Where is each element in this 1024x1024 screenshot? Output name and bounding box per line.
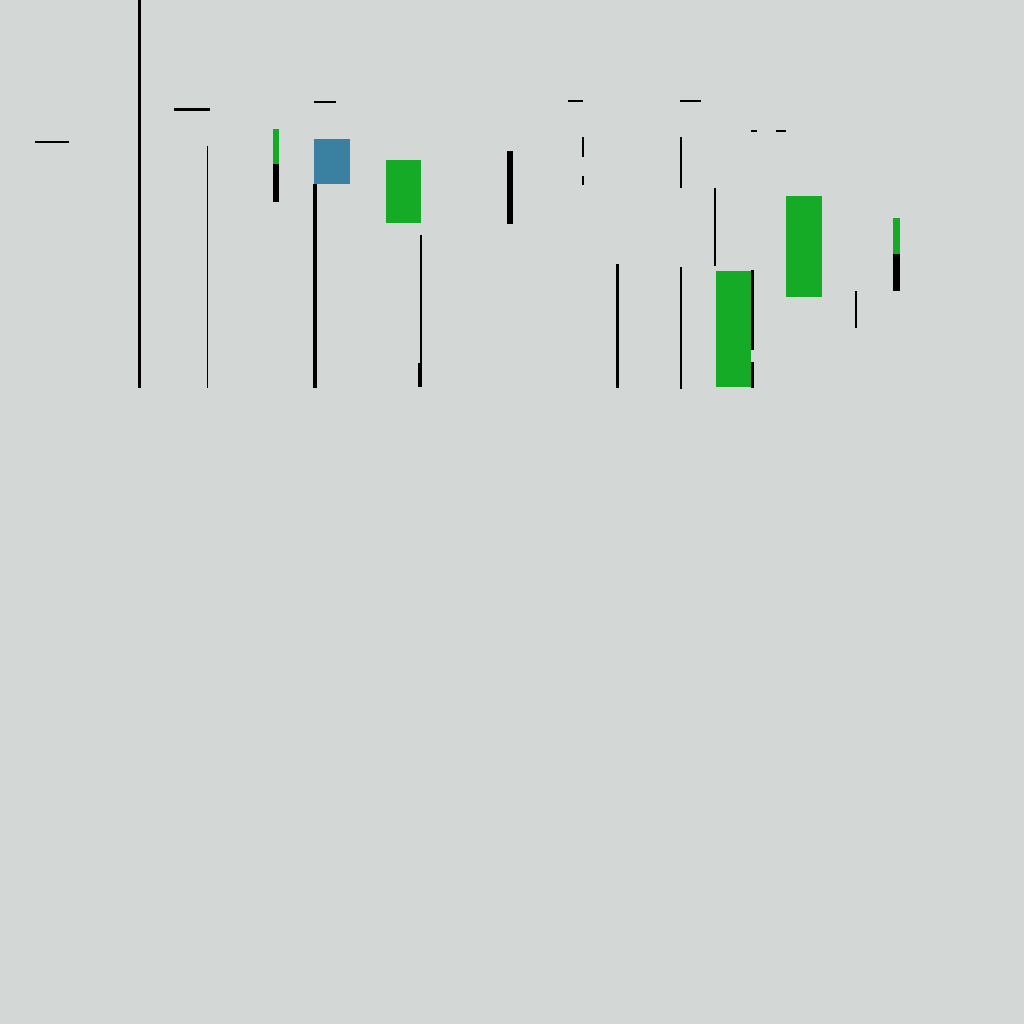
- vertical-line: [751, 270, 754, 350]
- vertical-line: [680, 267, 682, 389]
- horizontal-dash: [680, 100, 701, 102]
- vertical-line: [714, 188, 716, 266]
- vertical-line: [420, 235, 422, 387]
- green-rectangle: [273, 129, 279, 164]
- green-rectangle: [893, 218, 900, 254]
- vertical-line: [313, 184, 317, 388]
- vertical-line: [582, 137, 584, 157]
- vertical-line: [893, 254, 900, 291]
- horizontal-dash: [751, 130, 757, 132]
- vertical-line: [855, 291, 857, 328]
- blue-rectangle: [314, 139, 350, 184]
- vertical-line: [273, 164, 279, 202]
- vertical-line: [507, 151, 513, 224]
- horizontal-dash: [776, 130, 786, 132]
- vertical-line: [751, 362, 754, 388]
- horizontal-dash: [568, 100, 583, 102]
- vertical-line: [418, 363, 421, 387]
- vertical-line: [138, 0, 141, 388]
- vertical-line: [582, 176, 584, 185]
- vertical-line: [680, 137, 682, 188]
- vertical-line: [616, 264, 619, 388]
- green-rectangle: [386, 160, 421, 223]
- green-rectangle: [786, 196, 822, 297]
- horizontal-dash: [314, 101, 336, 103]
- vertical-line: [207, 146, 208, 388]
- green-rectangle: [716, 271, 751, 387]
- horizontal-dash: [35, 141, 69, 143]
- horizontal-dash: [174, 108, 210, 111]
